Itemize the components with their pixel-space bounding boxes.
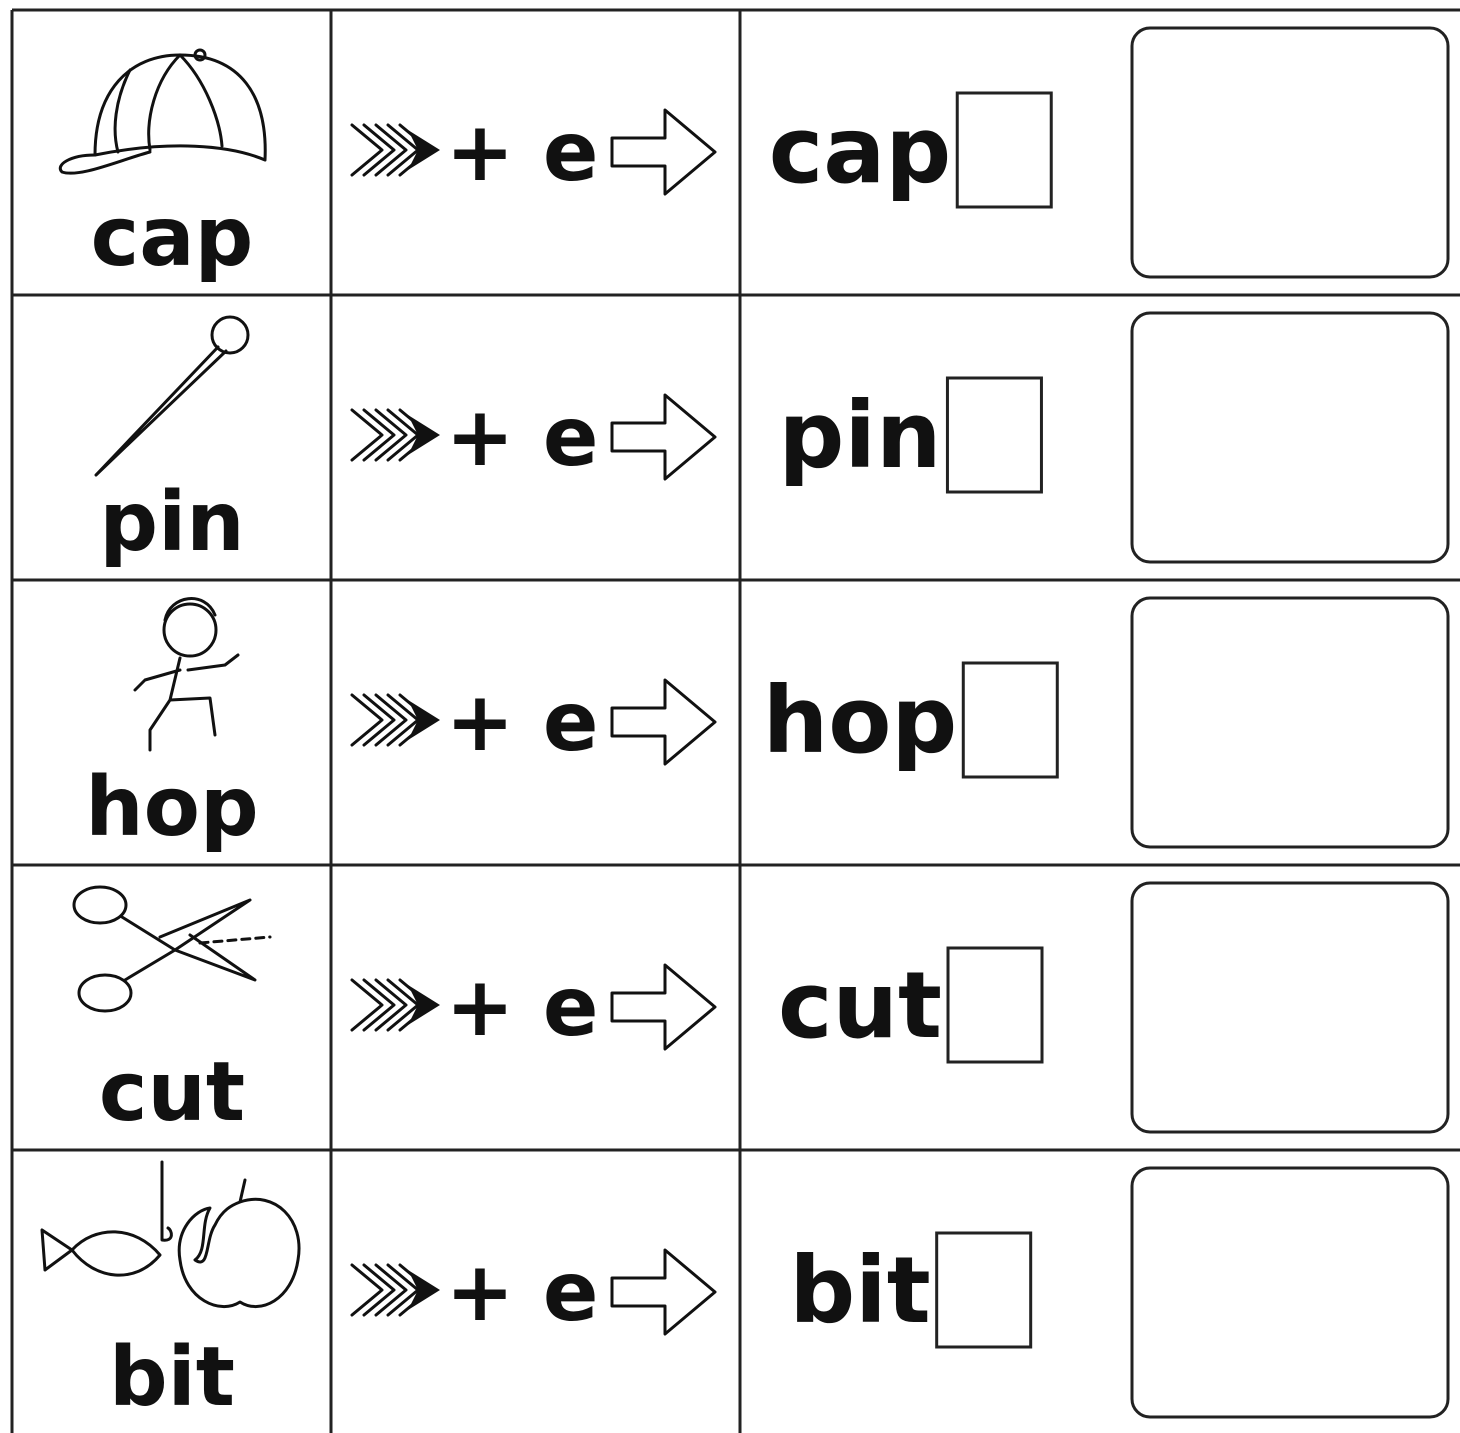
- chevron-stroke: [362, 123, 396, 177]
- chevron-head: [408, 985, 440, 1025]
- chevron-stroke: [350, 123, 384, 177]
- target-word: cap: [769, 97, 951, 204]
- chevron-icon: [350, 978, 440, 1032]
- picture-word: bit: [109, 1330, 235, 1425]
- icon-part: [77, 973, 133, 1013]
- icon-part: [40, 1228, 162, 1277]
- chevron-stroke: [374, 1263, 408, 1317]
- icon-part: [94, 345, 228, 477]
- picture-word: cut: [99, 1045, 245, 1140]
- picture-word: pin: [99, 475, 244, 570]
- worksheet-row: cap + e cap: [58, 26, 1450, 285]
- icon-part: [72, 885, 128, 925]
- chevron-stroke: [350, 693, 384, 747]
- chevron-head: [408, 415, 440, 455]
- target-word: bit: [789, 1237, 930, 1344]
- hollow-arrow: [610, 963, 717, 1051]
- chevron-stroke: [374, 693, 408, 747]
- worksheet-row: cut + e cut: [72, 881, 1450, 1140]
- chevron-icon: [350, 408, 440, 462]
- suffix-text: + e: [446, 960, 599, 1055]
- chevron-stroke: [362, 408, 396, 462]
- suffix-text: + e: [446, 675, 599, 770]
- icon-part: [133, 653, 240, 752]
- picture: [133, 597, 240, 752]
- chevron-stroke: [362, 1263, 396, 1317]
- target-word: cut: [778, 952, 942, 1059]
- answer-box: [1130, 881, 1450, 1134]
- picture: [58, 48, 267, 175]
- icon-part: [193, 48, 207, 62]
- chevron-stroke: [374, 408, 408, 462]
- chevron-icon: [350, 1263, 440, 1317]
- picture: [94, 315, 250, 477]
- hollow-arrow: [610, 1248, 717, 1336]
- answer-box: [1130, 311, 1450, 564]
- worksheet-row: hop + e hop: [85, 596, 1450, 855]
- hollow-arrow: [610, 393, 717, 481]
- chevron-stroke: [350, 408, 384, 462]
- picture-word: cap: [91, 190, 254, 285]
- target-word: pin: [779, 382, 942, 489]
- chevron-head: [408, 130, 440, 170]
- chevron-stroke: [362, 978, 396, 1032]
- icon-part: [210, 315, 250, 355]
- letter-box: [955, 91, 1053, 209]
- letter-box: [935, 1231, 1033, 1349]
- answer-box: [1130, 1166, 1450, 1419]
- icon-part: [120, 898, 257, 982]
- hollow-arrow: [610, 108, 717, 196]
- chevron-head: [408, 1270, 440, 1310]
- icon-part: [162, 602, 218, 658]
- icon-part: [93, 53, 267, 162]
- icon-part: [160, 1160, 173, 1242]
- table-grid: [10, 8, 1460, 1433]
- answer-box: [1130, 26, 1450, 279]
- picture: [72, 885, 272, 1013]
- chevron-stroke: [374, 978, 408, 1032]
- chevron-stroke: [350, 1263, 384, 1317]
- letter-box: [945, 376, 1043, 494]
- target-word: hop: [763, 667, 958, 774]
- suffix-text: + e: [446, 1245, 599, 1340]
- suffix-text: + e: [446, 105, 599, 200]
- chevron-stroke: [362, 693, 396, 747]
- icon-part: [163, 597, 217, 622]
- letter-box: [946, 946, 1044, 1064]
- worksheet-row: pin + e pin: [94, 311, 1450, 570]
- chevron-icon: [350, 123, 440, 177]
- letter-box: [961, 661, 1059, 779]
- picture: [40, 1160, 301, 1308]
- worksheet-row: bit + e bit: [40, 1160, 1450, 1425]
- icon-part: [177, 1178, 301, 1308]
- chevron-head: [408, 700, 440, 740]
- icon-part: [198, 935, 272, 945]
- chevron-stroke: [374, 123, 408, 177]
- chevron-stroke: [350, 978, 384, 1032]
- answer-box: [1130, 596, 1450, 849]
- icon-part: [58, 150, 152, 175]
- hollow-arrow: [610, 678, 717, 766]
- icon-part: [113, 53, 224, 154]
- chevron-icon: [350, 693, 440, 747]
- picture-word: hop: [85, 760, 258, 855]
- suffix-text: + e: [446, 390, 599, 485]
